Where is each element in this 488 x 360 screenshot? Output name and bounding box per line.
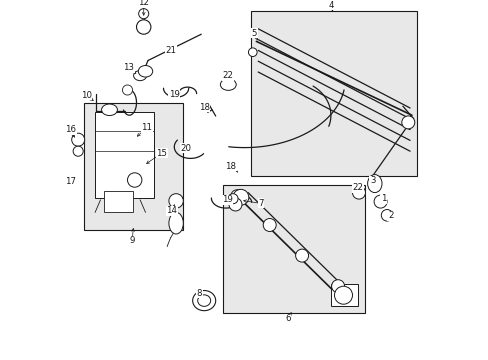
Ellipse shape [334, 286, 352, 304]
Bar [84, 103, 183, 230]
Ellipse shape [227, 194, 238, 204]
Text: 9: 9 [129, 236, 135, 245]
Ellipse shape [102, 104, 117, 116]
Bar [250, 11, 416, 176]
Ellipse shape [263, 219, 276, 231]
Bar [330, 284, 357, 306]
Ellipse shape [331, 280, 344, 293]
Ellipse shape [367, 175, 381, 193]
Text: 22: 22 [223, 71, 233, 80]
Text: 6: 6 [285, 314, 290, 323]
Text: 20: 20 [180, 144, 191, 153]
Text: 22: 22 [352, 184, 363, 192]
Ellipse shape [373, 195, 386, 208]
Ellipse shape [72, 133, 84, 146]
Text: 21: 21 [165, 46, 176, 55]
Text: 18: 18 [225, 162, 236, 171]
Text: 16: 16 [65, 125, 76, 134]
Ellipse shape [139, 9, 148, 19]
Ellipse shape [138, 66, 152, 77]
Bar [104, 191, 133, 212]
Bar [95, 112, 154, 198]
Ellipse shape [220, 79, 236, 90]
Text: 1: 1 [380, 194, 386, 203]
Ellipse shape [127, 173, 142, 187]
Ellipse shape [168, 212, 183, 234]
Ellipse shape [228, 198, 242, 211]
Text: 10: 10 [81, 91, 91, 100]
Ellipse shape [197, 295, 210, 306]
Text: 19: 19 [222, 195, 232, 204]
Ellipse shape [73, 146, 83, 156]
Ellipse shape [232, 189, 248, 205]
Ellipse shape [122, 85, 132, 95]
Ellipse shape [352, 186, 365, 199]
Text: 18: 18 [198, 103, 209, 112]
Ellipse shape [133, 71, 146, 81]
Ellipse shape [168, 194, 183, 208]
Ellipse shape [192, 291, 215, 311]
Text: 7: 7 [258, 199, 263, 208]
Text: 13: 13 [123, 63, 134, 72]
Text: 15: 15 [156, 148, 167, 158]
Text: 4: 4 [327, 1, 333, 10]
Text: 3: 3 [369, 176, 375, 185]
Text: 17: 17 [65, 177, 76, 186]
Text: 5: 5 [251, 29, 257, 37]
Ellipse shape [295, 249, 308, 262]
Text: 11: 11 [141, 123, 152, 132]
Ellipse shape [401, 116, 414, 129]
Text: 12: 12 [138, 0, 149, 7]
Text: 8: 8 [196, 289, 202, 298]
Ellipse shape [248, 48, 257, 57]
Text: 19: 19 [168, 90, 180, 99]
Ellipse shape [230, 190, 244, 203]
Ellipse shape [381, 210, 392, 221]
Text: 2: 2 [387, 211, 393, 220]
Bar [223, 185, 365, 313]
Text: 14: 14 [166, 206, 177, 215]
Ellipse shape [136, 20, 151, 34]
